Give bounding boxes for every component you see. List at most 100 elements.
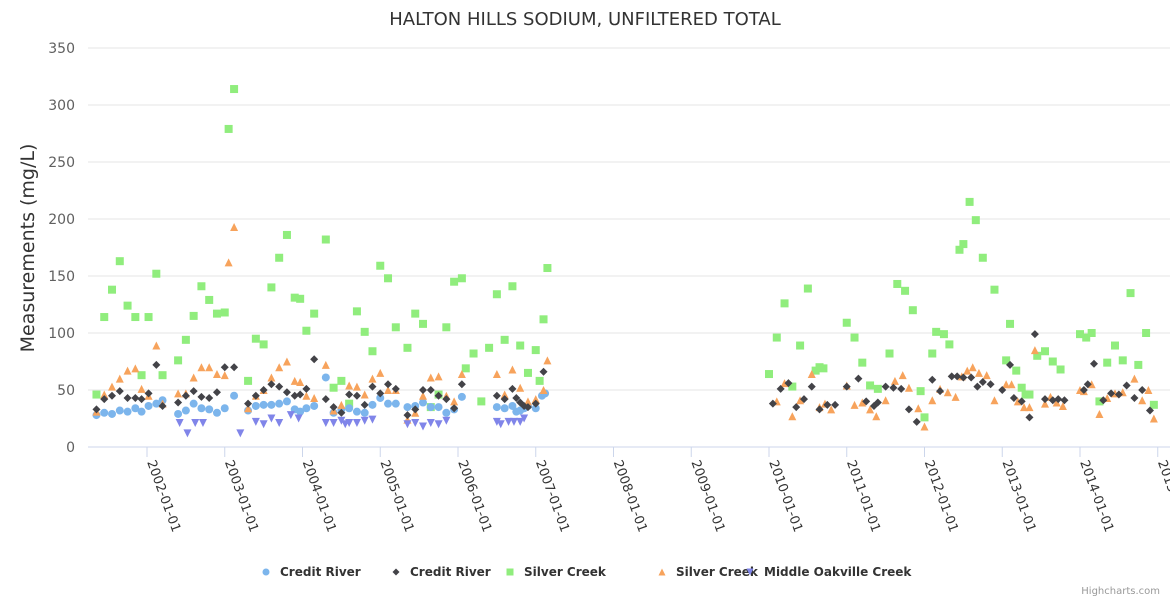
data-point[interactable] [174,356,183,365]
data-point[interactable] [131,404,140,413]
data-point[interactable] [974,368,983,377]
data-point[interactable] [928,349,937,358]
data-point[interactable] [212,370,221,379]
data-point[interactable] [1007,380,1016,389]
data-point[interactable] [108,409,117,418]
data-point[interactable] [411,405,420,414]
data-point[interactable] [321,419,330,428]
data-point[interactable] [337,400,346,409]
data-point[interactable] [492,370,501,379]
data-point[interactable] [889,383,898,392]
data-point[interactable] [360,400,369,409]
data-point[interactable] [858,398,867,407]
data-point[interactable] [290,293,299,302]
data-point[interactable] [788,382,797,391]
data-point[interactable] [978,253,987,262]
data-point[interactable] [516,383,525,392]
data-point[interactable] [796,341,805,350]
data-point[interactable] [1122,381,1131,390]
data-point[interactable] [971,216,980,225]
data-point[interactable] [181,406,190,415]
data-point[interactable] [384,380,393,389]
data-point[interactable] [220,308,229,317]
data-point[interactable] [368,347,377,356]
data-point[interactable] [500,395,509,404]
data-point[interactable] [807,382,816,391]
data-point[interactable] [819,364,828,373]
data-point[interactable] [352,307,361,316]
data-point[interactable] [345,419,354,428]
data-point[interactable] [873,384,882,393]
data-point[interactable] [197,392,206,401]
data-point[interactable] [796,396,805,405]
data-point[interactable] [485,343,494,352]
data-point[interactable] [881,396,890,405]
data-point[interactable] [220,371,229,380]
data-point[interactable] [197,363,206,372]
data-point[interactable] [275,419,284,428]
data-point[interactable] [890,376,899,385]
data-point[interactable] [224,124,233,133]
data-point[interactable] [391,323,400,332]
data-point[interactable] [780,299,789,308]
data-point[interactable] [945,340,954,349]
data-point[interactable] [1041,395,1050,404]
data-point[interactable] [352,407,361,416]
legend-item[interactable]: Credit River [262,565,361,579]
data-point[interactable] [914,404,923,413]
data-point[interactable] [1056,365,1065,374]
data-point[interactable] [115,257,124,266]
data-point[interactable] [1012,366,1021,375]
data-point[interactable] [191,419,200,428]
data-point[interactable] [1145,406,1154,415]
data-point[interactable] [100,313,109,322]
data-point[interactable] [267,414,276,423]
data-point[interactable] [259,386,268,394]
data-point[interactable] [531,395,540,404]
data-point[interactable] [1095,397,1104,406]
data-point[interactable] [539,386,548,394]
data-point[interactable] [360,408,369,417]
data-point[interactable] [955,245,964,254]
data-point[interactable] [296,390,305,399]
data-point[interactable] [352,382,361,391]
data-point[interactable] [953,372,962,381]
data-point[interactable] [131,393,140,402]
legend-item[interactable]: Credit River [392,565,491,579]
data-point[interactable] [492,290,501,299]
data-point[interactable] [310,309,319,318]
data-point[interactable] [282,388,291,397]
data-point[interactable] [520,414,529,423]
data-point[interactable] [539,315,548,324]
data-point[interactable] [419,398,428,407]
data-point[interactable] [275,253,284,262]
data-point[interactable] [434,403,443,412]
data-point[interactable] [411,309,420,318]
data-point[interactable] [772,333,781,342]
data-point[interactable] [1114,390,1123,399]
data-point[interactable] [928,396,937,405]
data-point[interactable] [539,367,548,376]
data-point[interactable] [352,419,361,428]
data-point[interactable] [1130,374,1139,383]
data-point[interactable] [197,404,206,413]
data-point[interactable] [230,391,239,400]
data-point[interactable] [968,363,977,372]
data-point[interactable] [212,408,221,417]
data-point[interactable] [360,416,369,425]
data-point[interactable] [1054,395,1063,404]
data-point[interactable] [108,391,117,400]
data-point[interactable] [516,417,525,426]
data-point[interactable] [827,405,836,414]
data-point[interactable] [788,412,797,421]
data-point[interactable] [329,403,338,412]
data-point[interactable] [259,420,268,429]
data-point[interactable] [275,382,284,391]
data-point[interactable] [1058,401,1067,410]
data-point[interactable] [251,417,260,426]
data-point[interactable] [959,240,968,249]
data-point[interactable] [419,422,428,431]
data-point[interactable] [321,395,330,404]
data-point[interactable] [174,409,183,418]
data-point[interactable] [131,313,140,322]
